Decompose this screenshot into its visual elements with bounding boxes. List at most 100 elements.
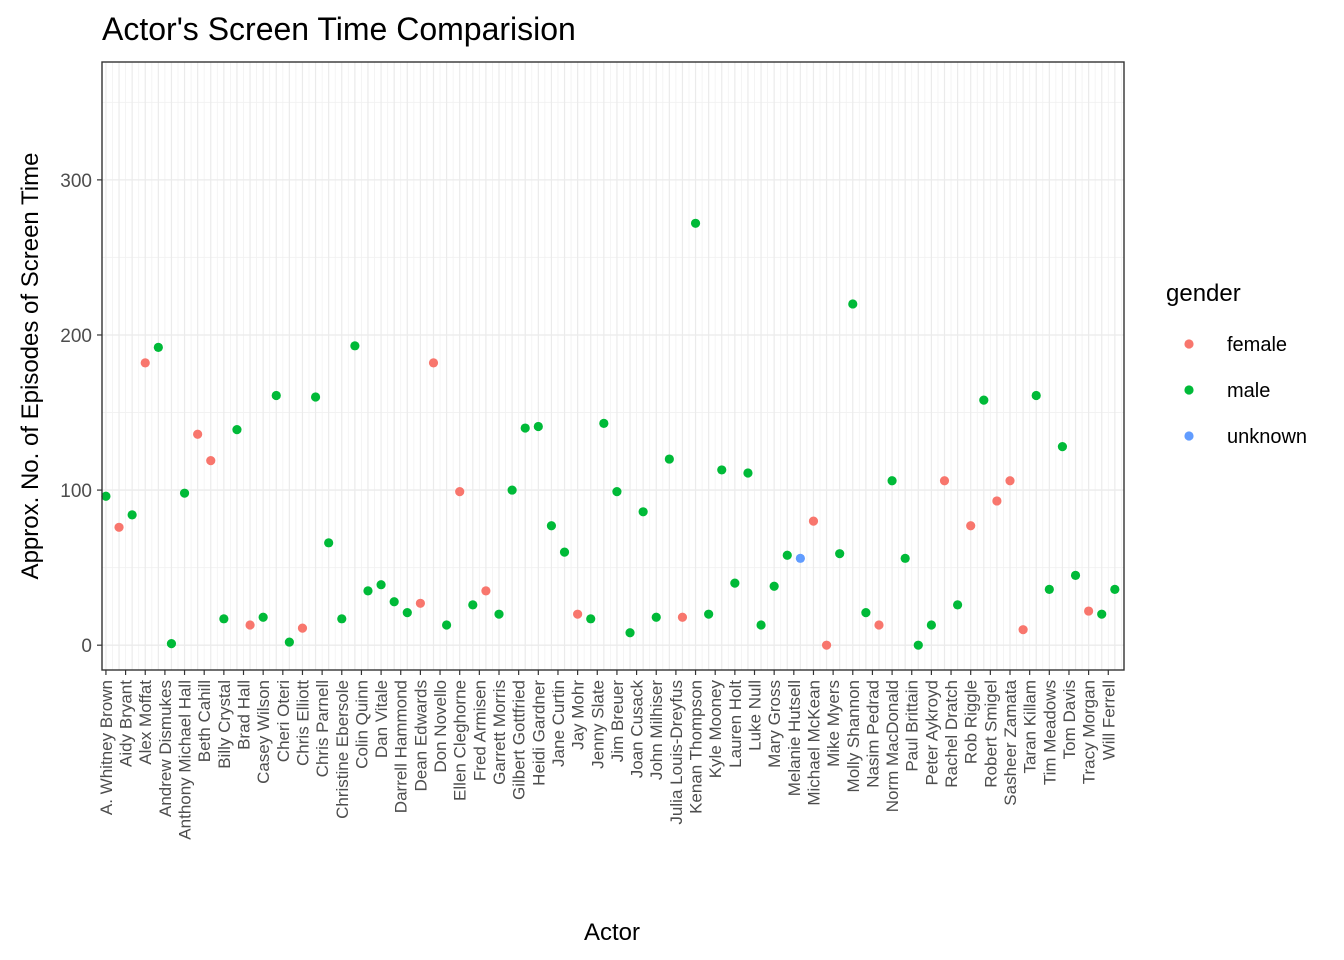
x-tick-label: Michael McKean: [804, 680, 823, 806]
data-point-male: [952, 600, 963, 610]
x-tick-label: Rachel Dratch: [942, 680, 961, 788]
data-point-male: [704, 609, 714, 619]
x-tick-label: Casey Wilson: [254, 680, 273, 784]
x-tick-label: Kyle Mooney: [706, 680, 725, 779]
x-tick-label: Taran Killam: [1021, 680, 1040, 774]
data-point-male: [861, 608, 871, 618]
data-point-female: [677, 612, 688, 622]
data-point-female: [573, 609, 583, 619]
data-point-female: [297, 623, 308, 633]
y-tick-label: 0: [81, 636, 92, 657]
x-axis: A. Whitney Brown Aidy Bryant Alex Moffat An…: [97, 670, 1118, 840]
data-point-female: [808, 516, 819, 526]
data-point-male: [743, 468, 753, 478]
x-tick-label: Chris Elliott: [293, 680, 312, 766]
data-point-unknown: [795, 553, 805, 563]
x-tick-label: Rob Riggle: [962, 680, 981, 764]
y-tick-label: 300: [60, 171, 92, 192]
data-point-male: [389, 597, 399, 607]
data-point-male: [363, 586, 373, 596]
data-point-male: [402, 608, 412, 618]
data-point-male: [979, 395, 989, 405]
data-point-male: [376, 580, 386, 590]
data-point-male: [1031, 390, 1041, 401]
y-tick-label: 100: [60, 481, 92, 502]
data-point-male: [730, 578, 740, 588]
data-point-male: [782, 550, 792, 560]
data-point-male: [848, 299, 858, 309]
x-axis-title: Actor: [584, 919, 640, 946]
x-tick-label: Cheri Oteri: [274, 680, 293, 762]
data-point-male: [559, 547, 570, 557]
data-point-male: [1070, 570, 1081, 580]
data-point-female: [415, 598, 425, 608]
data-point-male: [625, 628, 635, 638]
legend: gender female male unknown: [1166, 280, 1307, 448]
data-point-male: [127, 510, 137, 520]
x-tick-label: Chris Parnell: [313, 680, 332, 777]
grid-lines: [102, 62, 1124, 670]
x-tick-label: Kenan Thompson: [687, 680, 706, 814]
x-tick-label: Tom Davis: [1060, 680, 1079, 759]
data-point-male: [258, 612, 268, 622]
legend-label-unknown: unknown: [1227, 426, 1307, 448]
x-tick-label: Andrew Dismukes: [156, 680, 175, 817]
data-point-female: [874, 620, 884, 630]
x-tick-label: Colin Quinn: [352, 680, 371, 769]
chart-title: Actor's Screen Time Comparision: [102, 11, 576, 47]
data-point-male: [599, 418, 609, 428]
x-tick-label: Beth Cahill: [195, 680, 214, 762]
data-point-male: [586, 614, 596, 624]
data-point-male: [533, 421, 543, 432]
data-point-male: [1097, 609, 1107, 619]
data-point-male: [310, 392, 321, 402]
x-tick-label: Dan Vitale: [372, 680, 391, 758]
data-point-male: [664, 454, 674, 464]
data-point-female: [245, 620, 255, 630]
data-point-male: [166, 639, 177, 649]
x-tick-label: Jane Curtin: [549, 680, 568, 767]
data-point-male: [717, 465, 727, 475]
legend-entries: female male unknown: [1184, 334, 1307, 448]
data-point-female: [1084, 606, 1094, 616]
x-tick-label: Joan Cusack: [628, 680, 647, 779]
x-tick-label: Billy Crystal: [215, 680, 234, 769]
plot-background: [102, 62, 1124, 670]
x-tick-label: Paul Brittain: [903, 680, 922, 772]
x-tick-label: Jim Breuer: [608, 680, 627, 763]
data-point-male: [441, 620, 452, 630]
x-tick-label: Jay Mohr: [569, 680, 588, 750]
data-point-male: [612, 487, 622, 497]
x-tick-label: Mary Gross: [765, 680, 784, 768]
x-tick-label: Gilbert Gottfried: [510, 680, 529, 800]
plot-border: [101, 61, 1125, 671]
data-point-female: [939, 476, 950, 486]
data-point-male: [1044, 584, 1054, 594]
data-point-female: [992, 496, 1002, 506]
data-point-male: [232, 424, 242, 435]
data-point-male: [546, 521, 557, 531]
data-point-male: [350, 341, 360, 351]
data-point-male: [638, 507, 648, 517]
data-point-female: [455, 487, 465, 497]
data-point-male: [101, 491, 111, 501]
data-point-male: [494, 609, 504, 619]
data-point-male: [1057, 442, 1068, 452]
x-tick-label: Aidy Bryant: [117, 680, 136, 767]
legend-key-unknown: [1184, 431, 1194, 441]
x-tick-label: Ellen Cleghorne: [451, 680, 470, 801]
data-point-male: [324, 538, 334, 548]
data-point-female: [1005, 476, 1015, 486]
data-point-male: [926, 620, 936, 630]
data-point-female: [206, 456, 216, 466]
x-tick-label: Jenny Slate: [588, 680, 607, 769]
y-axis-title: Approx. No. of Episodes of Screen Time: [17, 153, 44, 580]
data-point-male: [756, 620, 766, 630]
x-tick-label: Tracy Morgan: [1080, 680, 1099, 784]
data-point-male: [900, 553, 910, 563]
x-tick-label: Robert Smigel: [981, 680, 1000, 788]
data-point-female: [821, 640, 832, 650]
x-tick-label: Garrett Morris: [490, 680, 509, 785]
x-tick-label: Dean Edwards: [411, 680, 430, 792]
